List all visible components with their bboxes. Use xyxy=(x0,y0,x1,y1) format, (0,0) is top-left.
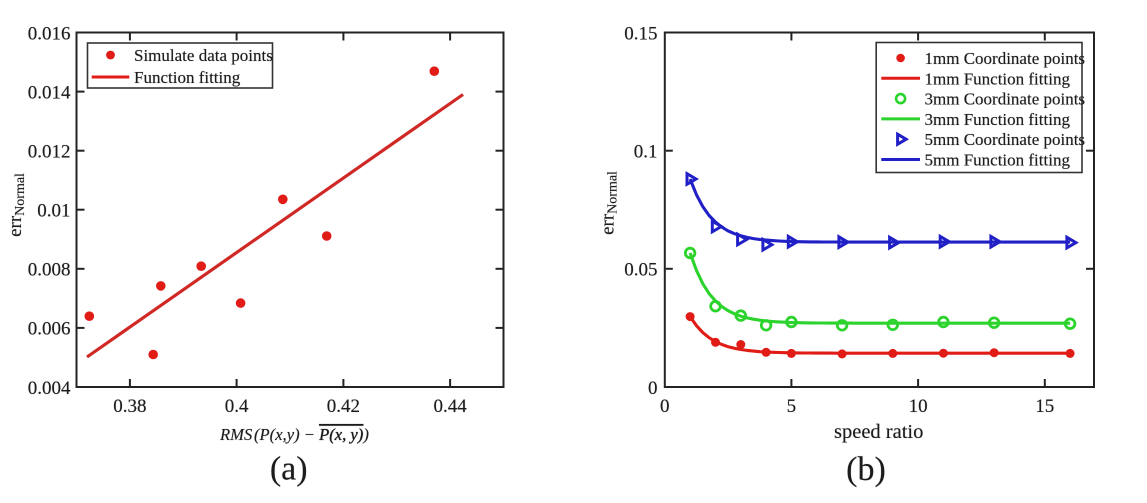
svg-text:Function fitting: Function fitting xyxy=(134,68,241,87)
svg-text:0.4: 0.4 xyxy=(225,396,249,417)
svg-text:5mm Coordinate points: 5mm Coordinate points xyxy=(925,130,1086,149)
svg-text:0.006: 0.006 xyxy=(28,319,71,340)
svg-text:(P(x,y) − P(x, y)): (P(x,y) − P(x, y)) xyxy=(254,425,369,444)
svg-text:0.014: 0.014 xyxy=(28,82,71,103)
svg-text:10: 10 xyxy=(909,396,928,417)
svg-text:(b): (b) xyxy=(846,451,886,488)
svg-text:0.05: 0.05 xyxy=(624,260,657,281)
svg-text:3mm Function fitting: 3mm Function fitting xyxy=(925,110,1071,129)
svg-text:5mm Function fitting: 5mm Function fitting xyxy=(925,151,1071,170)
svg-text:0.016: 0.016 xyxy=(28,23,71,44)
svg-text:0: 0 xyxy=(660,396,670,417)
svg-text:0.012: 0.012 xyxy=(28,142,71,163)
svg-text:5: 5 xyxy=(787,396,797,417)
svg-text:0.01: 0.01 xyxy=(37,201,70,222)
svg-text:1mm Coordinate points: 1mm Coordinate points xyxy=(925,49,1086,68)
svg-text:0: 0 xyxy=(648,378,658,399)
svg-text:0.1: 0.1 xyxy=(634,142,658,163)
svg-text:3mm Coordinate points: 3mm Coordinate points xyxy=(925,90,1086,109)
svg-text:15: 15 xyxy=(1035,396,1054,417)
svg-text:RMS: RMS xyxy=(219,425,253,444)
svg-text:0.004: 0.004 xyxy=(28,378,71,399)
svg-text:Simulate data points: Simulate data points xyxy=(134,46,273,65)
svg-text:(a): (a) xyxy=(270,450,308,487)
svg-text:1mm Function fitting: 1mm Function fitting xyxy=(925,69,1071,88)
svg-text:0.38: 0.38 xyxy=(113,396,146,417)
svg-text:0.42: 0.42 xyxy=(327,396,360,417)
svg-text:0.008: 0.008 xyxy=(28,260,71,281)
svg-text:speed ratio: speed ratio xyxy=(834,421,923,443)
svg-text:0.44: 0.44 xyxy=(433,396,467,417)
svg-text:0.15: 0.15 xyxy=(624,23,657,44)
